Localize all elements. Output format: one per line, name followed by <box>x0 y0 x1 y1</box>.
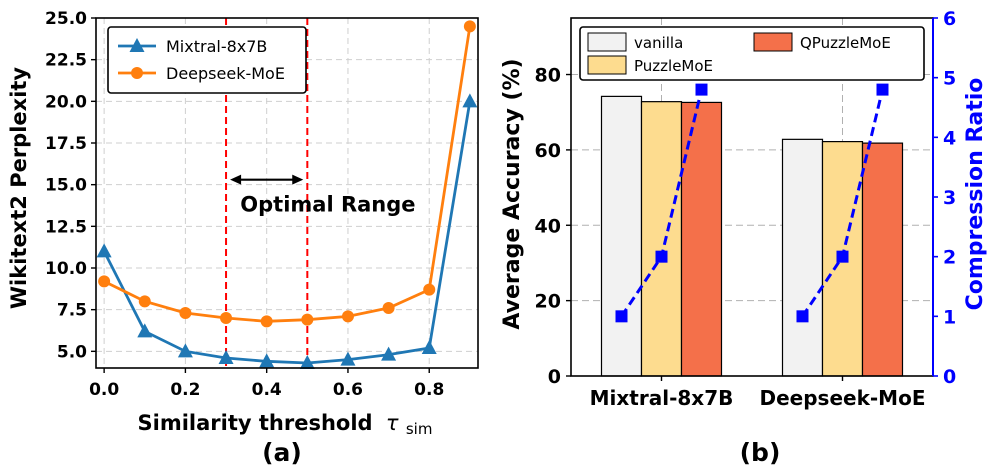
point-mixtral-8x7b-0 <box>96 243 112 258</box>
panel-b-right-tick-label-6: 6 <box>943 8 956 30</box>
panel-a-y-tick-label-7: 22.5 <box>45 51 87 71</box>
panel-b-right-axis-label: Compression Ratio <box>963 78 988 311</box>
panel-b-right-tick-label-3: 3 <box>943 187 956 209</box>
panel-a-x-axis-label-subscript: sim <box>406 420 433 438</box>
panel-a-y-tick-label-4: 15.0 <box>45 176 87 196</box>
point-deepseek-moe-3 <box>220 312 233 324</box>
legend-label-puzzlemoe: PuzzleMoE <box>634 57 713 75</box>
legend-marker-mixtral-8x7b <box>129 38 145 52</box>
panel-b-caption: (b) <box>740 438 781 467</box>
point-mixtral-8x7b-2 <box>177 343 193 358</box>
panel-a-x-tick-label-3: 0.6 <box>333 380 363 400</box>
panel-a-y-tick-label-2: 10.0 <box>45 259 87 279</box>
compression-point-mixtral-8x7b-1 <box>655 250 668 263</box>
panel-b-right-tick-label-2: 2 <box>943 247 956 269</box>
point-mixtral-8x7b-9 <box>462 93 478 108</box>
point-mixtral-8x7b-6 <box>340 351 356 366</box>
point-mixtral-8x7b-3 <box>218 350 234 364</box>
compression-point-mixtral-8x7b-0 <box>615 310 628 323</box>
panel-a-x-tick-label-1: 0.2 <box>170 380 200 400</box>
panel-b-y-tick-label-0: 0 <box>548 366 561 388</box>
point-deepseek-moe-4 <box>260 315 273 328</box>
point-deepseek-moe-5 <box>301 313 314 326</box>
panel-a-legend-box <box>107 26 307 94</box>
point-deepseek-moe-9 <box>463 20 476 33</box>
optimal-range-annotation: Optimal Range <box>240 192 415 216</box>
panel-b-right-tick-label-5: 5 <box>943 68 956 90</box>
panel-b-y-tick-label-3: 60 <box>535 140 561 162</box>
bar-mixtral-8x7b-puzzlemoe <box>640 101 683 377</box>
panel-a-caption: (a) <box>262 438 302 467</box>
panel-a-x-tick-label-2: 0.4 <box>252 380 282 400</box>
panel-b-right-tick-label-4: 4 <box>943 127 956 149</box>
panel-a-x-axis-label-text: Similarity threshold <box>138 411 373 435</box>
bar-mixtral-8x7b-vanilla <box>600 95 643 377</box>
point-deepseek-moe-0 <box>98 275 111 288</box>
panel-a-x-axis-label: Similarity threshold τ sim <box>138 411 433 438</box>
compression-point-mixtral-8x7b-2 <box>695 83 708 96</box>
panel-b-right-tick-label-0: 0 <box>943 366 956 388</box>
legend-label-deepseek-moe: Deepseek-MoE <box>166 64 285 83</box>
legend-label-vanilla: vanilla <box>634 34 683 52</box>
point-deepseek-moe-6 <box>341 310 354 323</box>
panel-b-x-tick-label-mixtral-8x7b: Mixtral-8x7B <box>590 386 734 410</box>
bar-deepseek-moe-vanilla <box>781 138 824 377</box>
panel-a-x-tick-label-4: 0.8 <box>414 380 444 400</box>
panel-a-y-tick-label-0: 5.0 <box>57 342 87 362</box>
legend-swatch-qpuzzlemoe <box>753 32 793 52</box>
point-mixtral-8x7b-4 <box>259 353 275 368</box>
compression-point-deepseek-moe-0 <box>796 310 809 323</box>
legend-label-mixtral-8x7b: Mixtral-8x7B <box>166 37 267 56</box>
compression-point-deepseek-moe-2 <box>876 83 889 96</box>
panel-b-legend-box <box>579 26 925 81</box>
legend-marker-deepseek-moe <box>131 67 143 79</box>
point-deepseek-moe-7 <box>382 302 395 314</box>
point-mixtral-8x7b-7 <box>381 346 397 361</box>
compression-point-deepseek-moe-1 <box>836 250 849 263</box>
panel-b-y-axis-label: Average Accuracy (%) <box>500 58 525 329</box>
panel-a-x-tick-label-0: 0.0 <box>89 380 119 400</box>
panel-b-right-tick-label-1: 1 <box>943 306 956 328</box>
panel-a-y-tick-label-5: 17.5 <box>45 134 87 154</box>
panel-b-y-tick-label-2: 40 <box>535 215 561 237</box>
point-mixtral-8x7b-1 <box>137 323 153 338</box>
panel-a-x-axis-label-symbol: τ <box>386 411 399 435</box>
panel-b-y-tick-label-1: 20 <box>535 291 561 313</box>
point-deepseek-moe-1 <box>138 295 151 308</box>
panel-b-x-tick-label-deepseek-moe: Deepseek-MoE <box>760 386 926 410</box>
optimal-range-arrow-left-head <box>230 174 242 185</box>
panel-a-y-tick-label-3: 12.5 <box>45 217 87 237</box>
panel-b-accuracy-chart: 0 20 40 60 80 0 1 2 3 4 5 6 Mixtral-8x7B Deepseek-M… <box>500 8 988 467</box>
panel-a-y-tick-label-1: 7.5 <box>57 301 87 321</box>
series-line-deepseek-moe <box>103 26 472 323</box>
panel-a-y-tick-label-6: 20.0 <box>45 92 87 112</box>
bar-deepseek-moe-qpuzzlemoe <box>861 142 904 377</box>
legend-label-qpuzzlemoe: QPuzzleMoE <box>800 34 891 52</box>
legend-swatch-vanilla <box>587 32 627 52</box>
point-mixtral-8x7b-8 <box>421 340 437 354</box>
optimal-range-arrow-right-head <box>292 174 304 185</box>
panel-a-perplexity-chart: 0.0 0.2 0.4 0.6 0.8 5.0 7.5 10.0 12.5 15.0 17.5 20… <box>7 9 479 467</box>
point-deepseek-moe-8 <box>423 283 436 296</box>
point-deepseek-moe-2 <box>179 307 192 319</box>
panel-a-y-axis-label: Wikitext2 Perplexity <box>7 67 31 310</box>
legend-swatch-puzzlemoe <box>587 55 627 75</box>
point-mixtral-8x7b-5 <box>299 355 315 369</box>
series-line-mixtral-8x7b <box>102 101 472 365</box>
panel-a-y-tick-label-8: 25.0 <box>45 9 87 29</box>
panel-a-frame <box>95 17 479 369</box>
panel-b-y-tick-label-4: 80 <box>535 65 561 87</box>
